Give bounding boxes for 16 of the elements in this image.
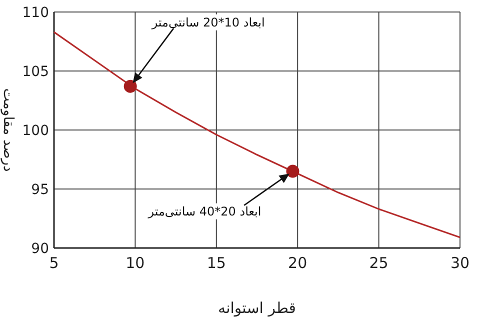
annotation: ابعاد 10*20 سانتی‌متر [150, 15, 265, 30]
y-tick-label: 110 [22, 5, 49, 21]
x-tick-label: 20 [288, 254, 308, 272]
y-axis-title: درصد مقاومت [0, 88, 16, 172]
x-tick-label: 5 [49, 254, 59, 272]
y-tick-label: 105 [22, 64, 49, 80]
annotation: ابعاد 20*40 سانتی‌متر [147, 204, 262, 218]
x-tick-label: 15 [206, 254, 226, 272]
x-axis-title: قطر استوانه [218, 299, 296, 317]
x-tick-label: 25 [369, 254, 388, 272]
x-tick-label: 10 [126, 254, 145, 272]
y-tick-label: 90 [31, 241, 49, 257]
y-tick-label: 100 [22, 123, 49, 139]
x-tick-label: 30 [450, 254, 470, 272]
line-series [53, 31, 461, 238]
y-tick-label: 95 [31, 182, 49, 198]
